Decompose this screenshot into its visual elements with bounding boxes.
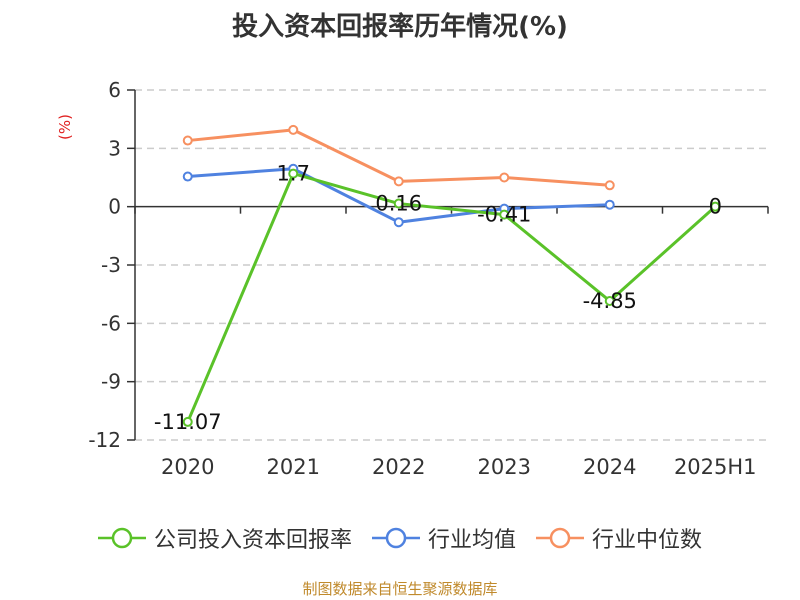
- y-tick-label: 6: [108, 78, 121, 102]
- legend-label-industry-median: 行业中位数: [592, 528, 703, 553]
- legend-label-company: 公司投入资本回报率: [153, 528, 352, 553]
- legend-line-marker-icon: [371, 527, 420, 549]
- y-tick-label: 0: [108, 195, 121, 219]
- legend: 公司投入资本回报率 行业均值 行业中位数: [0, 520, 800, 556]
- data-point: [182, 135, 193, 146]
- data-point: [288, 124, 299, 135]
- y-tick-label: -6: [101, 311, 121, 335]
- y-tick-label: 3: [108, 136, 121, 160]
- data-point: [182, 416, 193, 427]
- x-tick-label: 2023: [478, 455, 531, 479]
- data-point: [710, 201, 721, 212]
- data-point: [182, 171, 193, 182]
- axis-layer: 6 3 0 -3 -6 -9 -12 2020 2021 2022 2023 2024 2025H1: [88, 78, 769, 479]
- x-tick-label: 2022: [372, 455, 425, 479]
- data-label: 0.16: [375, 192, 422, 216]
- x-tick-label: 2025H1: [674, 455, 757, 479]
- data-label-layer: -11.07 1.7 0.16 -0.41 -4.85 0: [154, 162, 722, 434]
- data-point: [499, 209, 510, 220]
- series-layer: [182, 124, 721, 427]
- data-label: -4.85: [583, 289, 637, 313]
- x-tick-label: 2020: [161, 455, 214, 479]
- legend-item-industry-median[interactable]: 行业中位数: [536, 522, 702, 554]
- data-point: [604, 295, 615, 306]
- y-tick-label: -12: [88, 428, 121, 452]
- data-point: [499, 172, 510, 183]
- data-point: [393, 176, 404, 187]
- y-tick-label: -3: [101, 253, 121, 277]
- series-2: [182, 124, 615, 191]
- x-tick-label: 2021: [267, 455, 320, 479]
- legend-line-marker-icon: [536, 527, 584, 549]
- x-tick-label: 2024: [583, 455, 636, 479]
- series-0: [182, 168, 721, 427]
- data-label: 0: [709, 195, 722, 219]
- data-point: [393, 217, 404, 228]
- grid-layer: [135, 89, 768, 441]
- chart-title: 投入资本回报率历年情况(%): [232, 12, 568, 42]
- series-line: [186, 172, 717, 423]
- data-point: [393, 198, 404, 209]
- y-tick-label: -9: [101, 370, 121, 394]
- legend-line-marker-icon: [97, 527, 146, 549]
- legend-item-company[interactable]: 公司投入资本回报率: [97, 522, 352, 554]
- data-label: -0.41: [477, 203, 531, 227]
- data-point: [604, 180, 615, 191]
- legend-label-industry-average: 行业均值: [427, 528, 516, 553]
- data-label: 1.7: [277, 162, 310, 186]
- data-point: [288, 168, 299, 179]
- legend-item-industry-average[interactable]: 行业均值: [371, 522, 516, 554]
- source-note: 制图数据来自恒生聚源数据库: [302, 580, 498, 598]
- data-point: [604, 199, 615, 210]
- data-label: -11.07: [154, 410, 222, 434]
